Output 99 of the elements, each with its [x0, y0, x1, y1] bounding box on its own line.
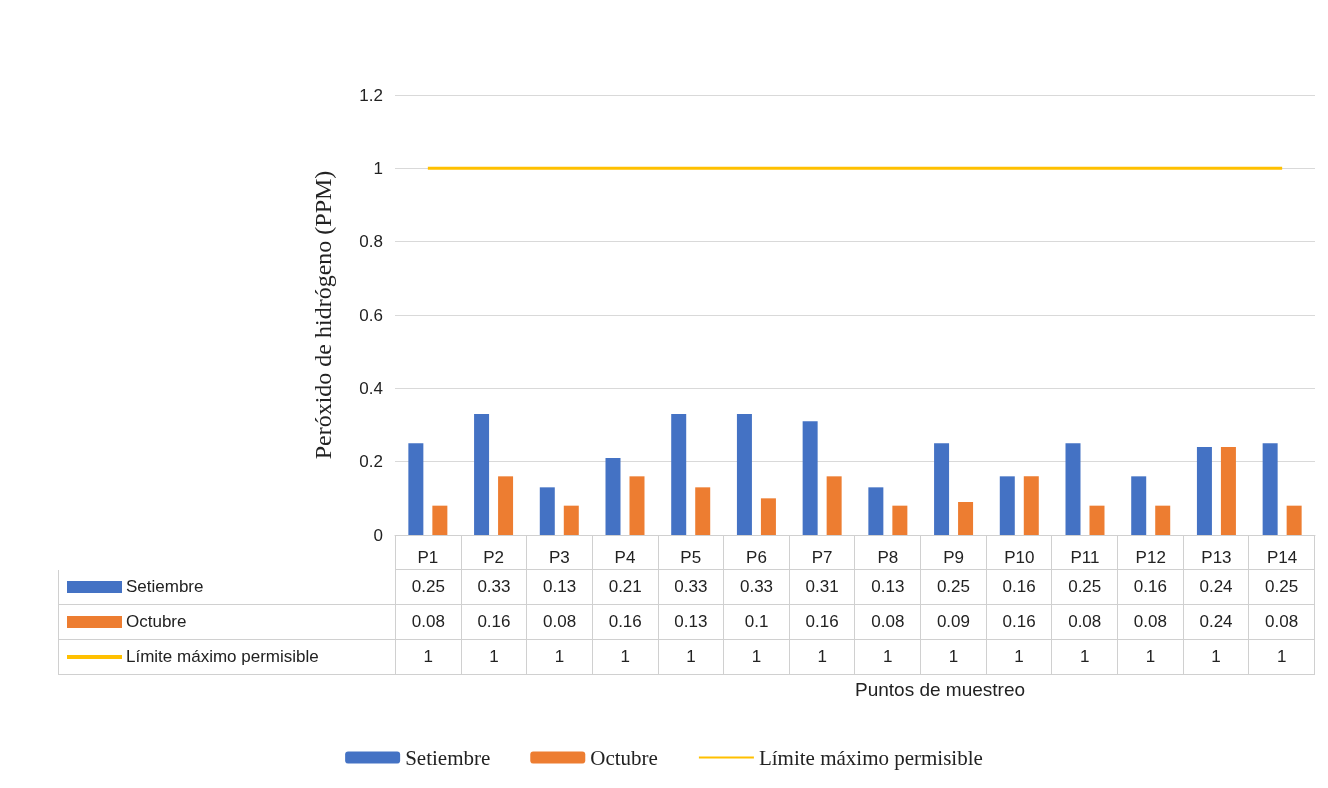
x-tick-label: P2 — [483, 548, 504, 567]
x-tick-label: P3 — [548, 548, 570, 567]
data-label: 1 — [395, 640, 462, 675]
x-tick-label: P4 — [614, 548, 636, 567]
legend-label: Octubre — [590, 745, 658, 770]
data-label: 0.13 — [527, 570, 593, 605]
data-label: 0.13 — [855, 570, 922, 605]
x-tick-label: P9 — [943, 548, 964, 567]
data-label: 0.33 — [658, 570, 725, 605]
x-tick-label: P12 — [1135, 548, 1166, 567]
bar — [868, 487, 884, 535]
data-label: 0.31 — [789, 570, 856, 605]
y-axis-title: Peróxido de hidrógeno (PPM) — [310, 170, 336, 460]
bar — [498, 476, 514, 535]
data-label: 0.25 — [1052, 570, 1119, 605]
data-label: 0.08 — [527, 605, 593, 640]
bar — [539, 487, 555, 535]
bar — [736, 414, 752, 535]
data-label: 0.13 — [658, 605, 725, 640]
data-label: 0.21 — [592, 570, 659, 605]
bar — [934, 443, 950, 535]
x-tick-label: P1 — [417, 548, 439, 567]
data-label: 1 — [1052, 640, 1119, 675]
bar — [760, 498, 776, 535]
data-label: 0.08 — [1249, 605, 1315, 640]
bar — [1220, 447, 1236, 535]
data-label: 0.16 — [986, 605, 1053, 640]
data-label: 1 — [1118, 640, 1184, 675]
data-label: 1 — [1249, 640, 1315, 675]
bar — [695, 487, 711, 535]
text: Límite máximo permisible — [758, 745, 983, 770]
bar — [802, 421, 818, 535]
data-label: 0.16 — [461, 605, 528, 640]
bar — [826, 476, 842, 535]
bar — [432, 505, 448, 535]
data-label: 1 — [592, 640, 659, 675]
bar — [1065, 443, 1081, 535]
bar — [999, 476, 1015, 535]
x-tick-label: P8 — [877, 548, 899, 567]
y-tick-label: 0 — [373, 525, 383, 545]
y-tick-label: 1 — [373, 158, 383, 178]
bar — [1089, 505, 1105, 535]
data-label: 1 — [527, 640, 593, 675]
bar — [563, 505, 579, 535]
data-label: 0.25 — [395, 570, 462, 605]
y-tick-label: 0.2 — [359, 452, 383, 472]
x-tick-label: P11 — [1070, 548, 1100, 567]
data-label: 0.08 — [855, 605, 922, 640]
data-label: 0.08 — [1118, 605, 1184, 640]
data-label: 0.24 — [1183, 605, 1250, 640]
data-label: 0.33 — [461, 570, 528, 605]
data-label: 0.25 — [1249, 570, 1315, 605]
data-label: 0.16 — [592, 605, 659, 640]
data-label: 1 — [986, 640, 1053, 675]
data-label: 0.1 — [724, 605, 790, 640]
data-label: 0.16 — [1118, 570, 1184, 605]
y-tick-label: 0.6 — [359, 305, 383, 325]
bar — [671, 414, 687, 535]
text: Puntos de muestreo — [855, 679, 1026, 700]
data-label: 0.09 — [921, 605, 987, 640]
y-tick-label: 1.2 — [359, 85, 383, 105]
bar — [629, 476, 645, 535]
data-label: 1 — [461, 640, 528, 675]
x-tick-label: P13 — [1201, 548, 1232, 567]
bar — [408, 443, 424, 535]
y-tick-label: 0.8 — [359, 232, 383, 252]
bar — [1131, 476, 1147, 535]
bar — [1155, 505, 1171, 535]
bar — [1262, 443, 1278, 535]
data-label: 1 — [1183, 640, 1250, 675]
x-tick-label: P7 — [811, 548, 833, 567]
y-tick-label: 0.4 — [359, 378, 383, 398]
legend-label: Límite máximo permisible — [126, 647, 319, 667]
bar — [1286, 505, 1302, 535]
x-tick-label: P5 — [680, 548, 702, 567]
x-tick-label: P14 — [1267, 548, 1298, 567]
data-label: 0.24 — [1183, 570, 1250, 605]
data-label: 1 — [724, 640, 790, 675]
text: Setiembre — [405, 745, 491, 770]
bar — [892, 505, 908, 535]
x-tick-label: P10 — [1004, 548, 1035, 567]
bar — [605, 458, 621, 535]
bar — [474, 414, 490, 535]
data-label: 0.33 — [724, 570, 790, 605]
bar — [1196, 447, 1212, 535]
data-label: 1 — [855, 640, 922, 675]
data-label: 0.16 — [986, 570, 1053, 605]
bar — [1023, 476, 1039, 535]
data-label: 1 — [789, 640, 856, 675]
data-label: 1 — [921, 640, 987, 675]
bar — [958, 502, 974, 535]
data-label: 0.08 — [395, 605, 462, 640]
legend-label: Setiembre — [126, 577, 204, 597]
data-label: 0.25 — [921, 570, 987, 605]
data-label: 1 — [658, 640, 725, 675]
x-tick-label: P6 — [746, 548, 767, 567]
data-label: 0.08 — [1052, 605, 1119, 640]
data-label: 0.16 — [789, 605, 856, 640]
text: Octubre — [126, 612, 187, 631]
